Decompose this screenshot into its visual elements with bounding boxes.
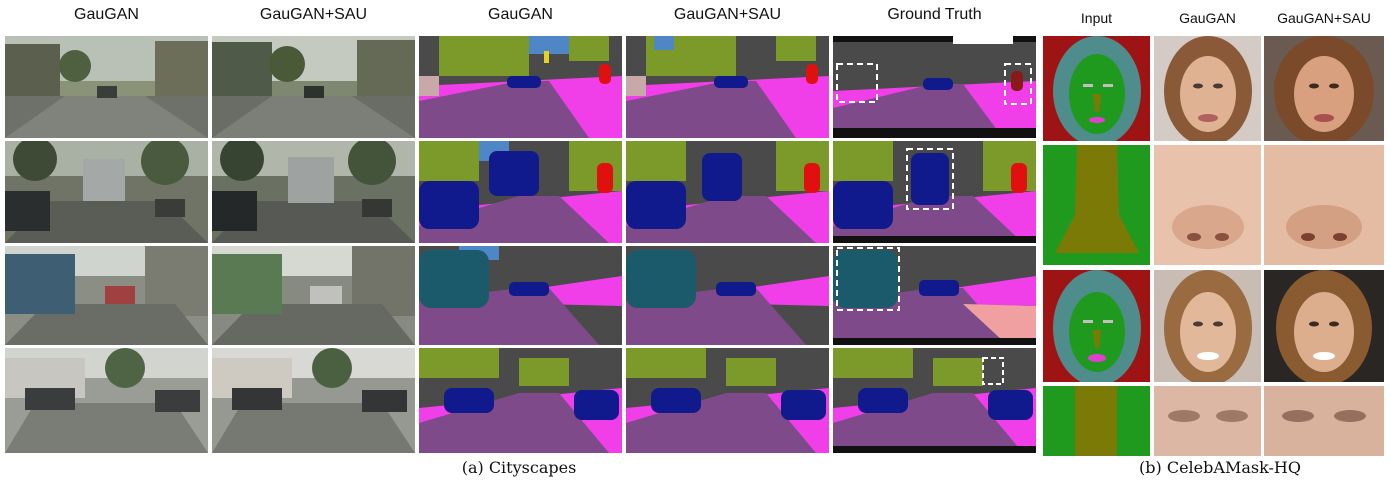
photo-street-row1-gaugan	[5, 36, 208, 138]
photo-street-row4-gaugan-sau	[212, 348, 415, 453]
segmap-row2-ground-truth	[833, 141, 1036, 243]
segmap-row2-gaugan	[419, 141, 622, 243]
segmap-row4-gaugan	[419, 348, 622, 453]
photo-street-row2-gaugan	[5, 141, 208, 243]
segmap-row3-gaugan-sau	[626, 246, 829, 345]
photo-street-row3-gaugan	[5, 246, 208, 345]
photo-street-row4-gaugan	[5, 348, 208, 453]
photo-street-row1-gaugan-sau	[212, 36, 415, 138]
segmap-row1-gaugan-sau	[626, 36, 829, 138]
nose-gaugan-row2	[1154, 145, 1261, 265]
segmap-row4-gaugan-sau	[626, 348, 829, 453]
face-gaugan-sau-row1	[1264, 36, 1384, 141]
photo-street-row2-gaugan-sau	[212, 141, 415, 243]
crop-gaugan-row4	[1154, 386, 1261, 456]
face-parsing-input-row2	[1043, 145, 1150, 265]
face-gaugan-row3	[1154, 270, 1261, 382]
header-celeb-gaugan: GauGAN	[1179, 10, 1236, 26]
face-parsing-input-row3	[1043, 270, 1150, 382]
header-col5-ground-truth: Ground Truth	[887, 6, 982, 23]
segmap-row4-ground-truth	[833, 348, 1036, 453]
face-parsing-input-row4	[1043, 386, 1150, 456]
face-gaugan-sau-row3	[1264, 270, 1384, 382]
caption-cityscapes: (a) Cityscapes	[461, 458, 577, 477]
segmap-row2-gaugan-sau	[626, 141, 829, 243]
nose-gaugan-sau-row2	[1264, 145, 1384, 265]
face-gaugan-row1	[1154, 36, 1261, 141]
face-parsing-input-row1	[1043, 36, 1150, 141]
segmap-row1-gaugan	[419, 36, 622, 138]
header-celeb-gaugan-sau: GauGAN+SAU	[1277, 10, 1371, 26]
header-col2-gaugan-sau: GauGAN+SAU	[259, 6, 368, 23]
header-col1-gaugan: GauGAN	[74, 6, 139, 23]
segmap-row1-ground-truth	[833, 36, 1036, 138]
segmap-row3-gaugan	[419, 246, 622, 345]
header-col4-gaugan-sau: GauGAN+SAU	[673, 6, 782, 23]
segmap-row3-ground-truth	[833, 246, 1036, 345]
header-input: Input	[1080, 10, 1113, 26]
header-col3-gaugan: GauGAN	[488, 6, 553, 23]
caption-celebamask-hq: (b) CelebAMask-HQ	[1139, 458, 1301, 477]
photo-street-row3-gaugan-sau	[212, 246, 415, 345]
crop-gaugan-sau-row4	[1264, 386, 1384, 456]
